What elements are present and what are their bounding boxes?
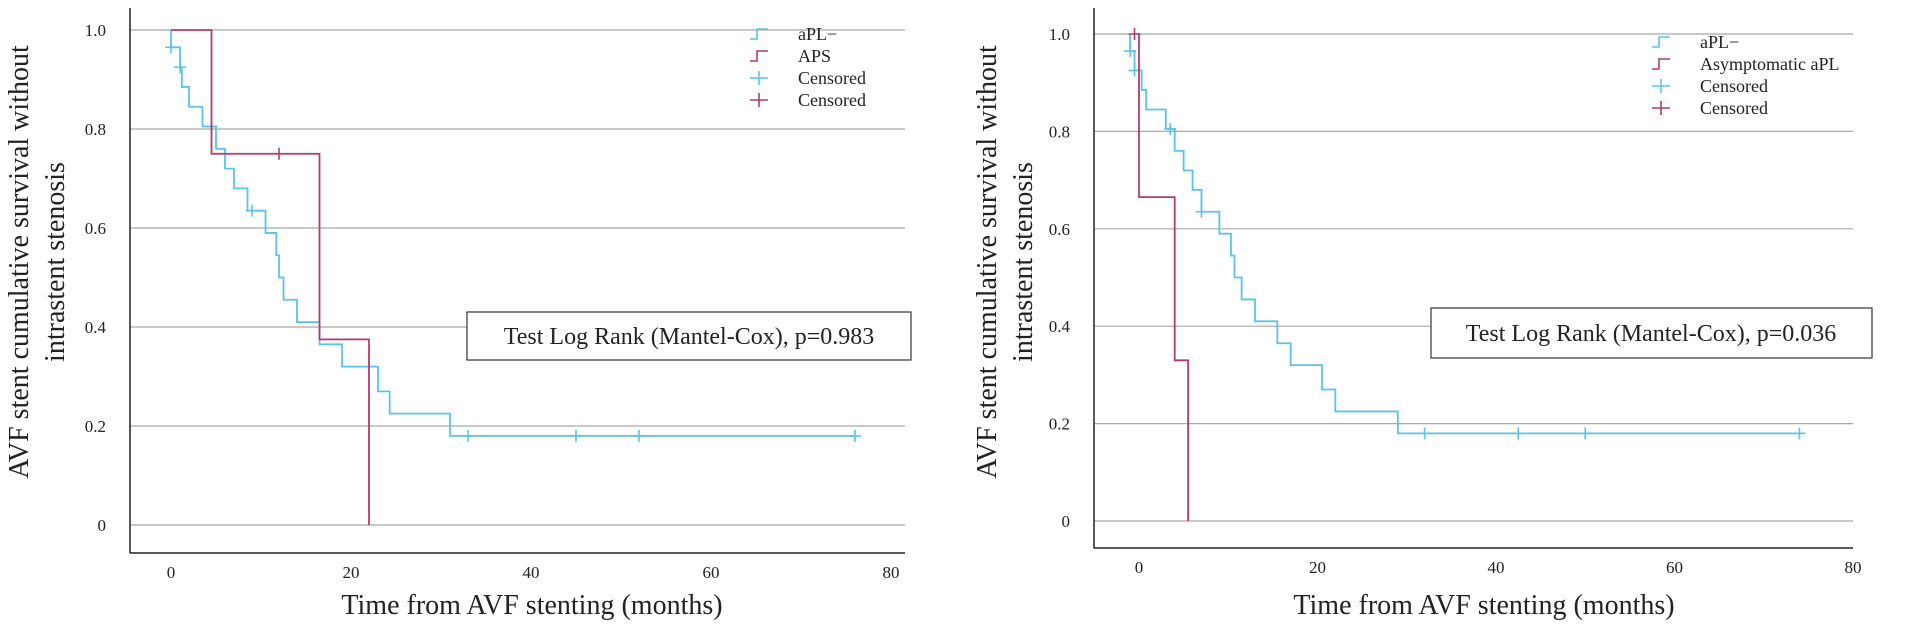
right-y-tick-label: 0 [1062,512,1071,531]
right-series [1124,28,1806,521]
right-y-tick-label: 0.4 [1049,317,1071,336]
left-y-tick-label: 0.8 [85,120,106,139]
left-series-comparison-line [171,29,370,525]
left-x-tick-label: 20 [343,563,360,582]
right-censor-mark [1418,427,1431,440]
left-legend-line-swatch [750,28,768,40]
right-legend-label: Asymptomatic aPL [1700,54,1839,74]
left-y-axis-label: AVF stent cumulative survival without in… [4,45,71,479]
right-legend-line-swatch [1652,58,1670,70]
right-y-axis-label-line-2: intrastent stenosis [1008,162,1039,362]
left-censor-mark [633,429,645,442]
right-y-axis-label: AVF stent cumulative survival without in… [972,45,1039,479]
left-legend-label: APS [798,46,831,66]
left-gridlines [130,29,905,526]
right-legend-line-swatch [1652,36,1670,48]
left-y-tick-label: 0.2 [85,417,106,436]
right-censor-mark [1793,427,1806,440]
left-y-tick-label: 0.6 [85,219,106,238]
right-x-tick-label: 40 [1488,558,1505,577]
right-censor-mark [1128,28,1141,40]
left-log-rank-box: Test Log Rank (Mantel-Cox), p=0.983 [466,311,912,361]
right-legend-label: Censored [1700,98,1768,118]
right-censor-mark [1124,45,1137,58]
right-x-tick-label: 20 [1309,558,1326,577]
left-censor-mark [462,429,474,442]
right-y-tick-label: 0.2 [1049,415,1070,434]
left-x-axis-label: Time from AVF stenting (months) [341,590,722,621]
right-x-tick-label: 80 [1845,558,1862,577]
left-x-tick-label: 60 [703,563,720,582]
right-censor-mark [1195,205,1208,218]
right-legend-label: aPL− [1700,32,1739,52]
left-legend-line-swatch [750,50,768,62]
left-censor-mark [273,147,285,160]
left-axes [129,8,905,554]
left-censor-mark [849,429,861,442]
left-km-chart: 0 0.2 0.4 0.6 0.8 1.0 0 20 40 60 80 Time from AVF … [4,8,912,621]
right-x-tick-label: 60 [1666,558,1683,577]
left-legend-label: Censored [798,68,866,88]
left-series [165,29,861,525]
right-log-rank-box: Test Log Rank (Mantel-Cox), p=0.036 [1430,307,1873,359]
left-x-tick-label: 0 [167,563,176,582]
left-legend-censor-swatch [750,93,768,107]
left-log-rank-frame [466,311,912,361]
right-x-axis-label: Time from AVF stenting (months) [1293,590,1674,621]
right-censor-mark [1512,427,1525,440]
left-series-apl-negative-line [170,30,855,437]
right-tick-labels: 0 0.2 0.4 0.6 0.8 1.0 0 20 40 60 80 [1049,25,1862,577]
right-log-rank-text: Test Log Rank (Mantel-Cox), p=0.036 [1466,321,1836,347]
right-y-tick-label: 1.0 [1049,25,1070,44]
right-y-tick-label: 0.8 [1049,122,1070,141]
right-x-tick-label: 0 [1135,558,1144,577]
right-km-chart: 0 0.2 0.4 0.6 0.8 1.0 0 20 40 60 80 Time from AVF … [972,8,1873,621]
left-legend-label: Censored [798,90,866,110]
left-tick-labels: 0 0.2 0.4 0.6 0.8 1.0 0 20 40 60 80 [85,21,900,582]
right-series-comparison-line [1138,34,1189,521]
right-legend-censor-swatch [1652,79,1670,93]
right-censor-mark [1579,427,1592,440]
left-y-axis-label-line-1: AVF stent cumulative survival without [4,45,35,479]
left-censor-mark [570,429,582,442]
left-y-tick-label: 1.0 [85,21,106,40]
left-y-tick-label: 0 [98,516,107,535]
left-censor-mark [246,204,258,217]
left-legend-censor-swatch [750,71,768,85]
left-x-tick-label: 40 [523,563,540,582]
left-y-tick-label: 0.4 [85,318,107,337]
right-series-apl-negative-line [1129,34,1800,435]
left-legend-label: aPL− [798,24,837,44]
right-axes [1093,8,1853,549]
right-log-rank-frame [1430,307,1873,359]
right-legend-label: Censored [1700,76,1768,96]
left-x-tick-label: 80 [883,563,900,582]
left-censor-mark [174,61,186,74]
left-log-rank-text: Test Log Rank (Mantel-Cox), p=0.983 [504,324,874,350]
right-y-axis-label-line-1: AVF stent cumulative survival without [972,45,1003,479]
right-legend-censor-swatch [1652,101,1670,115]
left-censor-mark [165,41,177,54]
left-y-axis-label-line-2: intrastent stenosis [40,162,71,362]
right-censor-mark [1164,122,1177,135]
right-y-tick-label: 0.6 [1049,220,1070,239]
